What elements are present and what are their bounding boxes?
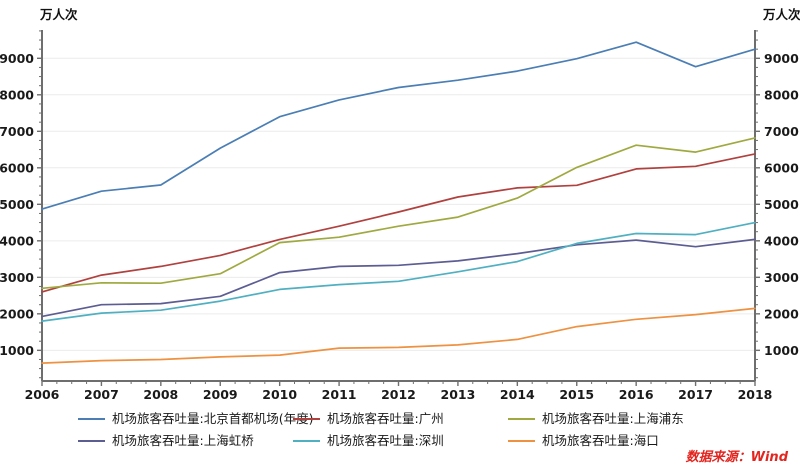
axis-tick-label: 2000: [0, 306, 34, 321]
series-line: [41, 221, 756, 322]
legend-item-beijing: 机场旅客吞吐量:北京首都机场(年度): [78, 412, 313, 426]
series-line: [41, 153, 756, 293]
axis-tick-label: 9000: [764, 51, 799, 66]
series-line: [41, 41, 756, 210]
axis-tick-label: 2014: [500, 387, 535, 402]
axis-tick-label: 1000: [764, 343, 799, 358]
legend-item-guangzhou: 机场旅客吞吐量:广州: [293, 410, 508, 426]
legend-label: 机场旅客吞吐量:广州: [327, 410, 444, 426]
legend-line-swatch: [508, 418, 535, 420]
legend-line-swatch: [508, 440, 535, 442]
axis-tick-label: 8000: [0, 87, 34, 102]
axis-tick-label: 5000: [764, 197, 799, 212]
axis-tick-label: 2010: [262, 387, 297, 402]
legend-line-swatch: [293, 418, 320, 420]
axis-tick-label: 7000: [764, 124, 799, 139]
axis-tick-label: 6000: [0, 160, 34, 175]
axis-tick-label: 2000: [764, 306, 799, 321]
axis-tick-label: 5000: [0, 197, 34, 212]
axis-tick-label: 万人次: [39, 7, 78, 22]
chart-legend: 机场旅客吞吐量:北京首都机场(年度) 机场旅客吞吐量:广州 机场旅客吞吐量:上海…: [78, 408, 684, 452]
series-line: [41, 307, 756, 364]
axis-tick-label: 2015: [559, 387, 594, 402]
legend-line-swatch: [78, 418, 105, 420]
legend-item-hongqiao: 机场旅客吞吐量:上海虹桥: [78, 432, 293, 448]
axis-tick-label: 2017: [678, 387, 713, 402]
legend-item-haikou: 机场旅客吞吐量:海口: [508, 432, 684, 448]
legend-label: 机场旅客吞吐量:深圳: [327, 432, 444, 448]
axis-tick-label: 4000: [0, 233, 34, 248]
axis-tick-label: 2009: [203, 387, 238, 402]
axis-tick-label: 1000: [0, 343, 34, 358]
axis-tick-label: 2011: [322, 387, 357, 402]
axis-tick-label: 9000: [0, 51, 34, 66]
legend-label: 机场旅客吞吐量:北京首都机场(年度): [112, 410, 314, 426]
axis-tick-label: 2012: [381, 387, 416, 402]
axis-tick-label: 2007: [84, 387, 119, 402]
axis-tick-label: 6000: [764, 160, 799, 175]
legend-label: 机场旅客吞吐量:海口: [542, 432, 659, 448]
legend-label: 机场旅客吞吐量:上海虹桥: [112, 432, 254, 448]
axis-tick-label: 2013: [441, 387, 476, 402]
series-line: [41, 238, 756, 318]
legend-line-swatch: [293, 440, 320, 442]
axis-tick-label: 7000: [0, 124, 34, 139]
legend-label: 机场旅客吞吐量:上海浦东: [542, 410, 684, 426]
axis-tick-label: 3000: [764, 270, 799, 285]
axis-tick-label: 2006: [25, 387, 60, 402]
legend-item-pudong: 机场旅客吞吐量:上海浦东: [508, 410, 684, 426]
series-line: [41, 137, 756, 290]
axis-tick-label: 3000: [0, 270, 34, 285]
legend-item-shenzhen: 机场旅客吞吐量:深圳: [293, 432, 508, 448]
legend-line-swatch: [78, 440, 105, 442]
axis-tick-label: 2018: [738, 387, 773, 402]
axis-tick-label: 万人次: [762, 7, 800, 22]
axis-tick-label: 2016: [619, 387, 654, 402]
axis-tick-label: 4000: [764, 233, 799, 248]
data-source-note: 数据来源：Wind: [685, 450, 788, 465]
axis-tick-label: 2008: [143, 387, 178, 402]
axis-tick-label: 8000: [764, 87, 799, 102]
